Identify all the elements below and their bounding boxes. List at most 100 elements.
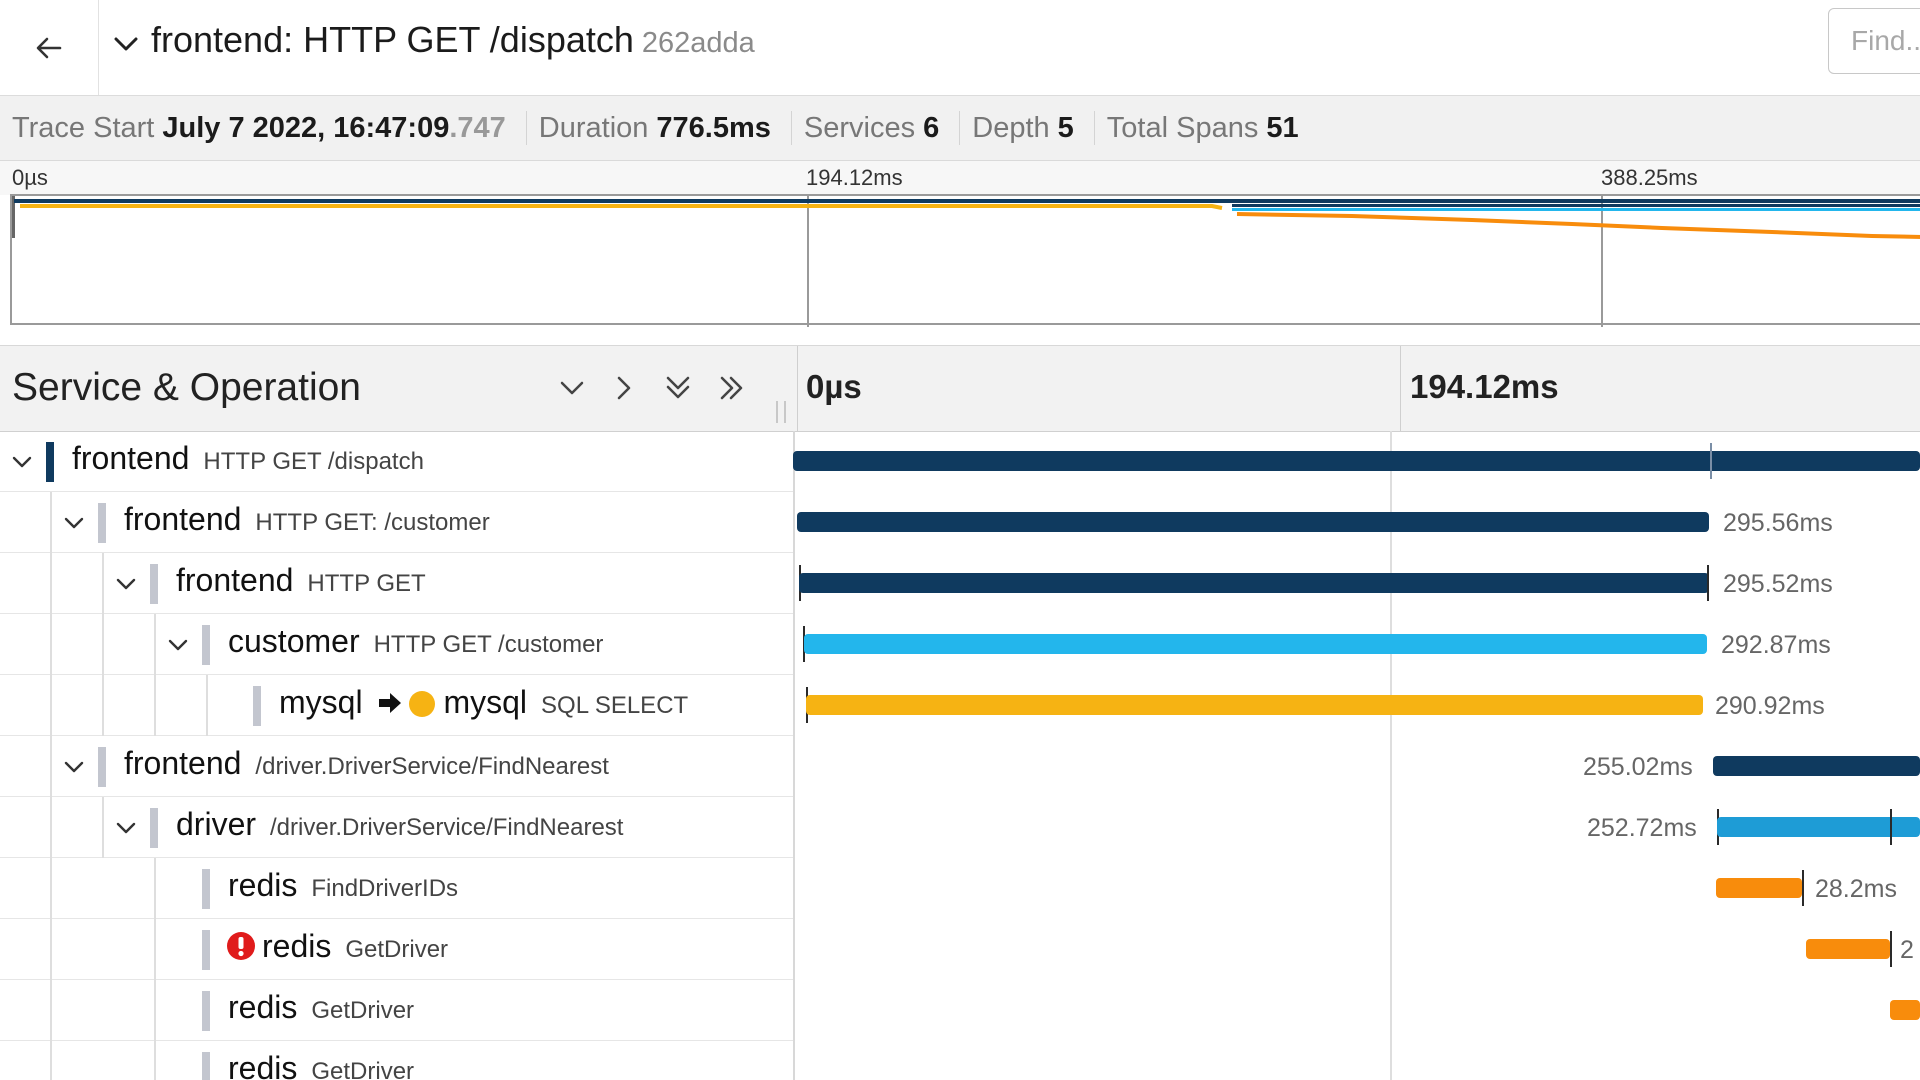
service-color-bar (202, 869, 210, 909)
service-name: redis GetDriver (226, 928, 448, 965)
service-color-bar (98, 503, 106, 543)
span-bar[interactable] (1717, 817, 1920, 837)
span-duration: 252.72ms (1587, 814, 1697, 842)
span-row[interactable]: mysql mysql SQL SELECT 290.92ms (0, 675, 1920, 736)
tree-guide (50, 736, 52, 797)
span-row[interactable]: redis GetDriver 2 (0, 919, 1920, 980)
span-label: frontend HTTP GET: /customer (0, 492, 793, 553)
span-bar[interactable] (806, 695, 1703, 715)
span-row[interactable]: redis FindDriverIDs 28.2ms (0, 858, 1920, 919)
mysql-service-dot (409, 691, 436, 717)
service-label: customer (228, 623, 360, 659)
span-row[interactable]: customer HTTP GET /customer 292.87ms (0, 614, 1920, 675)
service-name: redis GetDriver (228, 1050, 414, 1080)
operation-name: HTTP GET: /customer (255, 509, 490, 536)
span-bar[interactable] (1806, 939, 1890, 959)
chevron-down-icon[interactable] (59, 508, 89, 538)
operation-name: FindDriverIDs (311, 875, 459, 902)
trace-start-value: July 7 2022, 16:47:09 (162, 112, 450, 144)
span-log-marker (1710, 443, 1712, 479)
minimap-tick: 388.25ms (1601, 165, 1698, 190)
span-bar[interactable] (799, 573, 1709, 593)
service-operation-title: Service & Operation (12, 366, 362, 409)
tree-guide (50, 614, 52, 675)
span-timeline (793, 1041, 1920, 1080)
service-color-bar (98, 747, 106, 787)
timeline-header: Service & Operation 0µs 194.12ms (0, 345, 1920, 432)
arrow-right-icon (379, 693, 402, 713)
chevron-down-icon[interactable] (7, 447, 37, 477)
operation-name: HTTP GET /customer (373, 631, 604, 658)
expand-all-icon[interactable] (712, 368, 752, 408)
chevron-down-icon[interactable] (111, 813, 141, 843)
back-button[interactable] (0, 0, 99, 95)
span-bar[interactable] (1890, 1000, 1920, 1020)
span-duration: 295.52ms (1723, 570, 1833, 598)
tree-guide (102, 675, 104, 736)
span-bar[interactable] (804, 634, 1707, 654)
tree-guide (50, 858, 52, 919)
span-duration: 290.92ms (1715, 692, 1825, 720)
span-bar[interactable] (797, 512, 1709, 532)
service-label: mysql (279, 684, 363, 720)
span-log-marker (1802, 870, 1804, 906)
service-label: redis (228, 989, 298, 1025)
services-label: Services (803, 112, 916, 144)
tree-guide (50, 980, 52, 1041)
span-row[interactable]: frontend HTTP GET: /customer 295.56ms (0, 492, 1920, 553)
span-timeline (793, 980, 1920, 1041)
header-divider (797, 346, 798, 431)
trace-start-label: Trace Start (12, 112, 155, 144)
span-list: frontend HTTP GET /dispatch frontend HTTP … (0, 431, 1920, 1080)
trace-depth: Depth 5 (960, 111, 1095, 145)
service-name: redis FindDriverIDs (228, 867, 458, 904)
collapse-one-icon[interactable] (552, 368, 592, 408)
span-row[interactable]: redis GetDriver (0, 980, 1920, 1041)
operation-name: GetDriver (311, 997, 415, 1024)
operation-name: HTTP GET /dispatch (203, 448, 424, 475)
span-bar[interactable] (1713, 756, 1920, 776)
collapse-all-icon[interactable] (658, 368, 698, 408)
span-duration: 2 (1900, 936, 1914, 964)
service-name: customer HTTP GET /customer (228, 623, 603, 660)
depth-value: 5 (1057, 112, 1074, 144)
span-label: frontend HTTP GET /dispatch (0, 431, 793, 492)
minimap-ticks: 0µs 194.12ms 388.25ms (0, 161, 1920, 195)
arrow-left-icon (36, 37, 62, 58)
service-color-bar (202, 1052, 210, 1080)
find-input[interactable] (1828, 8, 1920, 74)
chevron-down-icon[interactable] (110, 28, 142, 60)
span-row[interactable]: redis GetDriver (0, 1041, 1920, 1080)
column-resize-handle[interactable] (776, 401, 786, 423)
timeline-gridline (1390, 431, 1392, 1080)
expand-one-icon[interactable] (604, 368, 644, 408)
span-row[interactable]: frontend/driver.DriverService/FindNeares… (0, 736, 1920, 797)
service-label: driver (176, 806, 257, 842)
operation-name: HTTP GET (307, 570, 426, 597)
target-service-label: mysql (443, 684, 528, 720)
service-name: frontend HTTP GET: /customer (124, 501, 490, 538)
minimap-tick: 0µs (12, 165, 48, 190)
span-label: frontend/driver.DriverService/FindNeares… (0, 736, 793, 797)
minimap-tick: 194.12ms (806, 165, 903, 190)
span-row[interactable]: driver/driver.DriverService/FindNearest … (0, 797, 1920, 858)
chevron-down-icon[interactable] (59, 752, 89, 782)
chevron-down-icon[interactable] (111, 569, 141, 599)
span-bar[interactable] (793, 451, 1920, 471)
service-color-bar (46, 442, 54, 482)
chevron-down-icon[interactable] (163, 630, 193, 660)
service-label: frontend (176, 562, 294, 598)
span-row[interactable]: frontend HTTP GET /dispatch (0, 431, 1920, 492)
service-color-bar (253, 686, 261, 726)
service-color-bar (202, 991, 210, 1031)
tree-guide (154, 1041, 156, 1080)
span-timeline: 28.2ms (793, 858, 1920, 919)
tree-guide (154, 919, 156, 980)
column-divider (793, 431, 795, 1080)
span-row[interactable]: frontend HTTP GET 295.52ms (0, 553, 1920, 614)
tree-guide (154, 858, 156, 919)
span-bar[interactable] (1716, 878, 1802, 898)
trace-start: Trace Start July 7 2022, 16:47:09.747 (0, 111, 527, 145)
tree-guide (50, 919, 52, 980)
trace-minimap[interactable] (10, 194, 1920, 327)
